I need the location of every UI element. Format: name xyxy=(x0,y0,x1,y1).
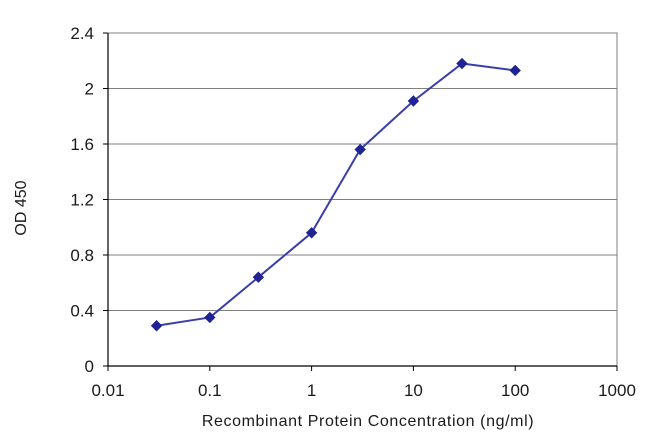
data-point xyxy=(204,311,216,324)
y-axis-label: OD 450 xyxy=(13,180,30,235)
data-series xyxy=(150,57,521,332)
x-tick-label: 1 xyxy=(307,381,316,400)
y-tick-label: 0 xyxy=(85,357,94,376)
x-tick-label: 10 xyxy=(404,381,423,400)
y-tick-label: 1.2 xyxy=(70,191,94,210)
x-tick-labels: 0.01 0.1 1 10 100 1000 xyxy=(91,381,635,400)
data-point xyxy=(456,57,468,70)
data-point xyxy=(509,64,521,77)
data-point xyxy=(252,271,265,283)
y-tick-label: 1.6 xyxy=(70,135,94,154)
y-tick-label: 2 xyxy=(85,80,94,99)
x-tick-label: 100 xyxy=(501,381,529,400)
x-axis-label: Recombinant Protein Concentration (ng/ml… xyxy=(202,413,534,430)
axes xyxy=(103,32,618,371)
data-point xyxy=(305,227,318,239)
series-line xyxy=(156,62,516,327)
gridlines xyxy=(108,32,617,311)
x-tick-label: 1000 xyxy=(598,381,636,400)
data-point xyxy=(354,143,366,156)
x-tick-label: 0.01 xyxy=(91,381,124,400)
data-point xyxy=(150,320,163,332)
y-tick-label: 2.4 xyxy=(70,24,94,43)
x-tick-label: 0.1 xyxy=(198,381,222,400)
data-point xyxy=(407,95,420,107)
y-tick-label: 0.8 xyxy=(70,246,94,265)
y-tick-label: 0.4 xyxy=(70,302,94,321)
y-tick-labels: 0 0.4 0.8 1.2 1.6 2 2.4 xyxy=(70,24,94,376)
